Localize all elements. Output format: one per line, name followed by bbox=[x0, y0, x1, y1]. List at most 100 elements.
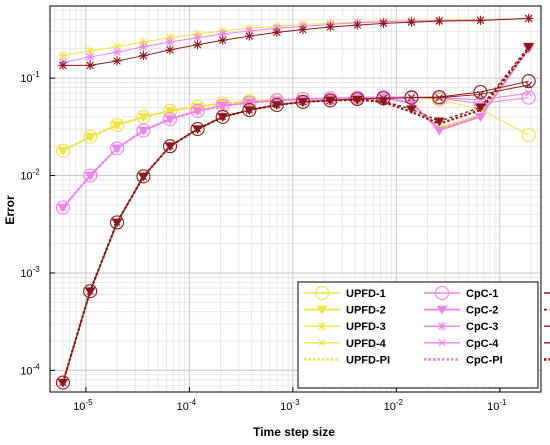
legend-label: UPFD-4 bbox=[346, 338, 387, 350]
data-point-clq4-3 bbox=[58, 60, 68, 70]
data-point-clq4-1 bbox=[162, 139, 178, 154]
data-point-upfd-3 bbox=[85, 46, 95, 56]
legend-label: CpC-4 bbox=[466, 338, 499, 350]
data-point-clq4-3 bbox=[298, 25, 308, 35]
data-point-cpc-1 bbox=[190, 103, 205, 119]
data-point-clq4-1 bbox=[215, 109, 230, 124]
data-point-upfd-3 bbox=[138, 37, 148, 47]
legend-label: CpC-1 bbox=[466, 288, 498, 300]
data-point-cpc-4 bbox=[59, 203, 67, 212]
data-point-clq4-4 bbox=[245, 106, 253, 114]
data-point-upfd-1 bbox=[136, 109, 151, 124]
data-point-cpc-1 bbox=[162, 112, 178, 127]
legend-marker bbox=[314, 285, 330, 301]
series-layer bbox=[55, 13, 536, 390]
series-clq4-3 bbox=[58, 13, 534, 70]
data-point-cpc-1 bbox=[215, 98, 230, 113]
legend-marker bbox=[437, 321, 447, 331]
legend: UPFD-1 UPFD-2 UPFD-3 UPFD-4 UPFD-PI CpC-1 CpC-… bbox=[297, 281, 550, 389]
data-point-clq4-3 bbox=[406, 17, 416, 27]
legend-entry-upfd-3: UPFD-3 bbox=[304, 321, 386, 333]
data-point-clq4-1 bbox=[109, 215, 125, 230]
data-point-clq4-4 bbox=[379, 94, 387, 102]
data-point-cpc-3 bbox=[218, 29, 228, 39]
data-point-clq4-3 bbox=[378, 18, 388, 28]
data-point-upfd-3 bbox=[58, 51, 68, 61]
data-point-clq4-3 bbox=[85, 60, 95, 70]
data-point-clq4-4 bbox=[525, 81, 533, 89]
legend-entry-cpc-1: CpC-1 bbox=[424, 285, 498, 301]
y-axis-ticks: 10-410-310-210-1 bbox=[20, 70, 55, 377]
data-point-cpc-3 bbox=[165, 37, 175, 47]
legend-marker bbox=[438, 339, 446, 347]
legend-label: UPFD-PI bbox=[346, 354, 390, 366]
data-point-clq4-3 bbox=[475, 16, 485, 26]
legend-box bbox=[297, 281, 539, 389]
legend-entry-upfd-2: UPFD-2 bbox=[304, 305, 386, 317]
y-axis-label: Error bbox=[3, 195, 17, 225]
legend-label: CpC-3 bbox=[466, 321, 498, 333]
legend-marker bbox=[317, 321, 327, 331]
data-point-clq4-1 bbox=[521, 74, 536, 89]
data-point-cpc-2 bbox=[433, 126, 445, 136]
data-point-cpc-1 bbox=[83, 168, 98, 183]
data-point-clq4-3 bbox=[434, 16, 444, 26]
plot-frame bbox=[49, 5, 542, 393]
legend-entry-cpc-4: CpC-4 bbox=[424, 338, 499, 350]
data-point-clq4-1 bbox=[190, 122, 205, 137]
series-line-clq4-pi bbox=[61, 48, 530, 383]
legend-marker bbox=[318, 339, 326, 347]
data-point-clq4-3 bbox=[272, 27, 282, 37]
legend-entry-cpc-3: CpC-3 bbox=[424, 321, 498, 333]
data-point-cpc-4 bbox=[193, 107, 202, 115]
legend-label: UPFD-3 bbox=[346, 321, 386, 333]
legend-marker bbox=[436, 305, 448, 315]
data-point-upfd-1 bbox=[521, 128, 536, 143]
legend-entry-upfd-1: UPFD-1 bbox=[304, 285, 386, 301]
data-point-clq4-2 bbox=[405, 105, 417, 115]
data-point-clq4-1 bbox=[242, 103, 257, 118]
legend-entry-cpc-2: CpC-2 bbox=[424, 305, 498, 317]
data-point-clq4-2 bbox=[523, 42, 535, 52]
legend-label: CpC-2 bbox=[466, 305, 498, 317]
data-point-clq4-1 bbox=[55, 375, 70, 390]
legend-marker bbox=[316, 305, 328, 315]
legend-entry-upfd-pi: UPFD-PI bbox=[304, 354, 390, 366]
data-point-clq4-3 bbox=[352, 20, 362, 30]
legend-label: UPFD-2 bbox=[346, 305, 386, 317]
data-point-clq4-3 bbox=[193, 40, 203, 50]
data-point-clq4-1 bbox=[473, 84, 488, 100]
data-point-cpc-1 bbox=[136, 123, 151, 138]
data-point-clq4-3 bbox=[524, 13, 534, 23]
data-point-clq4-3 bbox=[325, 22, 335, 32]
data-point-upfd-1 bbox=[109, 117, 125, 133]
data-point-cpc-3 bbox=[138, 42, 148, 52]
data-point-cpc-3 bbox=[112, 47, 122, 57]
data-point-clq4-4 bbox=[435, 94, 443, 102]
data-point-clq4-3 bbox=[112, 56, 122, 66]
data-point-clq4-3 bbox=[244, 31, 254, 41]
data-point-clq4-4 bbox=[299, 98, 307, 106]
data-point-clq4-4 bbox=[326, 96, 334, 105]
data-point-clq4-3 bbox=[138, 51, 148, 61]
data-point-clq4-4 bbox=[476, 90, 485, 99]
data-point-cpc-1 bbox=[55, 200, 70, 215]
data-point-clq4-1 bbox=[136, 169, 151, 184]
data-point-clq4-4 bbox=[407, 94, 416, 102]
legend-entry-upfd-4: UPFD-4 bbox=[304, 338, 387, 350]
legend-label: CpC-PI bbox=[466, 354, 503, 366]
data-point-upfd-3 bbox=[112, 42, 122, 52]
data-point-cpc-3 bbox=[244, 26, 254, 36]
legend-marker bbox=[434, 285, 450, 301]
data-point-upfd-1 bbox=[55, 143, 70, 158]
data-point-clq4-3 bbox=[218, 35, 228, 45]
legend-entry-cpc-pi: CpC-PI bbox=[424, 354, 503, 366]
data-point-clq4-1 bbox=[83, 284, 98, 299]
x-axis-label: Time step size bbox=[253, 425, 335, 439]
data-point-upfd-1 bbox=[83, 129, 98, 144]
data-point-cpc-3 bbox=[193, 33, 203, 43]
data-point-cpc-3 bbox=[85, 52, 95, 62]
series-line-cpc-pi bbox=[62, 48, 530, 209]
data-point-cpc-1 bbox=[521, 90, 536, 105]
